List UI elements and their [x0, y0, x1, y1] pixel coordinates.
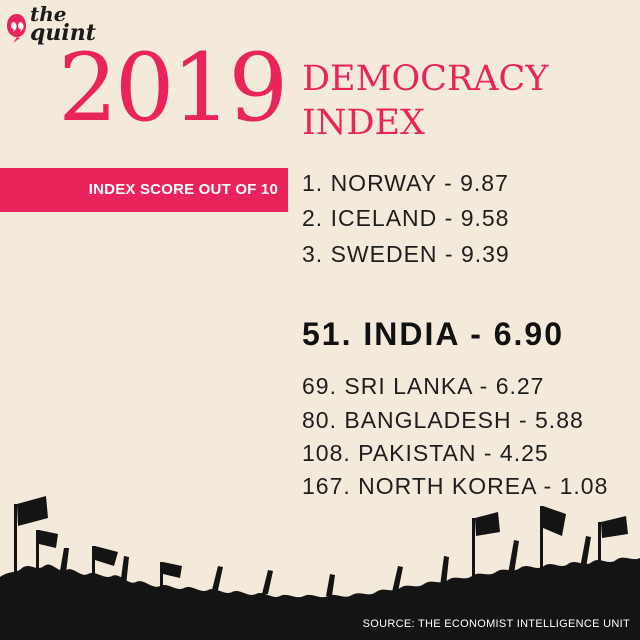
rank-item-norway: 1. NORWAY - 9.87	[302, 170, 509, 196]
rank-item-iceland: 2. ICELAND - 9.58	[302, 205, 510, 231]
rank-item-north-korea: 167. NORTH KOREA - 1.08	[302, 473, 609, 499]
score-banner: INDEX SCORE OUT OF 10	[0, 168, 288, 212]
rank-item-sweden: 3. SWEDEN - 9.39	[302, 241, 510, 267]
title-line-1: DEMOCRACY	[302, 59, 549, 99]
crowd-silhouette	[0, 496, 640, 640]
title-year: 2019	[58, 34, 288, 143]
title-line-2: INDEX	[302, 103, 425, 143]
rank-item-bangladesh: 80. BANGLADESH - 5.88	[302, 407, 584, 433]
brand-name-line1: the	[30, 2, 67, 26]
rank-item-sri-lanka: 69. SRI LANKA - 6.27	[302, 373, 545, 399]
brand-logo: the quint	[4, 2, 96, 52]
quote-mark-icon	[7, 14, 26, 43]
brand-name-line2: quint	[30, 20, 96, 46]
rank-item-pakistan: 108. PAKISTAN - 4.25	[302, 440, 549, 466]
source-credit: SOURCE: THE ECONOMIST INTELLIGENCE UNIT	[362, 618, 630, 630]
rank-item-india-highlight: 51. INDIA - 6.90	[302, 316, 565, 352]
score-banner-label: INDEX SCORE OUT OF 10	[88, 181, 278, 198]
